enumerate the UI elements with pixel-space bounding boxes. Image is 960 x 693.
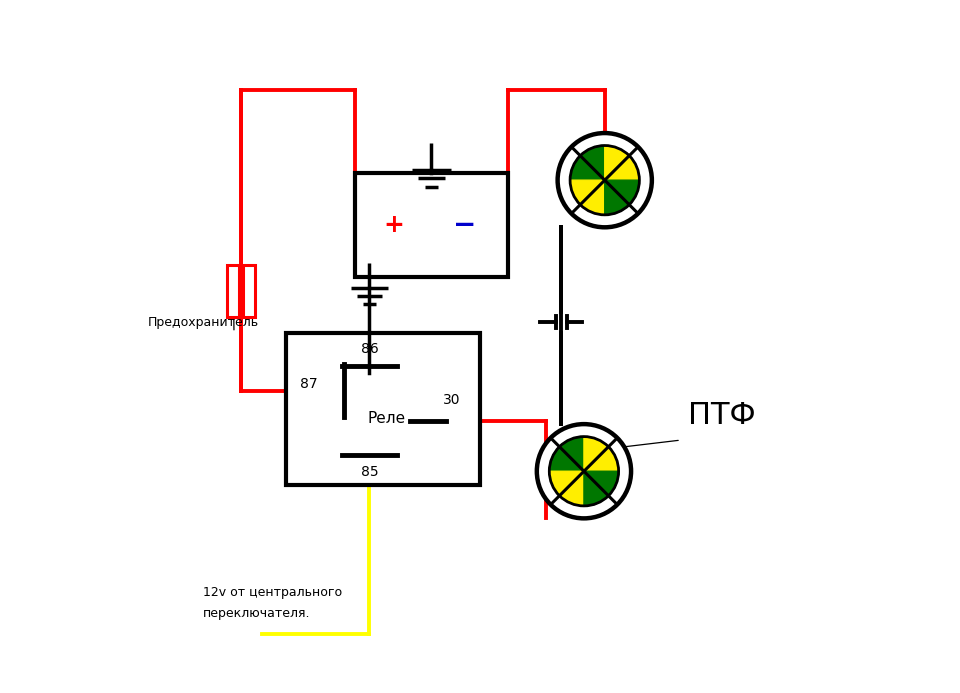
Bar	[286, 333, 480, 485]
Text: ПТФ: ПТФ	[688, 401, 756, 430]
Polygon shape	[549, 471, 584, 506]
Polygon shape	[584, 471, 618, 506]
Text: 12v от центрального: 12v от центрального	[203, 586, 342, 599]
Bar	[243, 265, 255, 317]
Bar	[227, 265, 239, 317]
Circle shape	[558, 133, 652, 227]
Polygon shape	[549, 437, 584, 471]
Text: 86: 86	[361, 342, 378, 356]
Text: 85: 85	[361, 465, 378, 479]
Bar	[355, 173, 508, 277]
Text: Реле: Реле	[368, 410, 406, 426]
Text: +: +	[383, 213, 404, 237]
Polygon shape	[570, 180, 605, 215]
Polygon shape	[584, 437, 618, 471]
Text: Предохранитель: Предохранитель	[147, 316, 258, 328]
Polygon shape	[605, 146, 639, 180]
Text: 30: 30	[443, 393, 461, 407]
Text: 87: 87	[300, 376, 318, 391]
Polygon shape	[605, 180, 639, 215]
Text: −: −	[453, 211, 477, 239]
Circle shape	[537, 424, 631, 518]
Polygon shape	[570, 146, 605, 180]
Text: переключателя.: переключателя.	[203, 607, 310, 620]
